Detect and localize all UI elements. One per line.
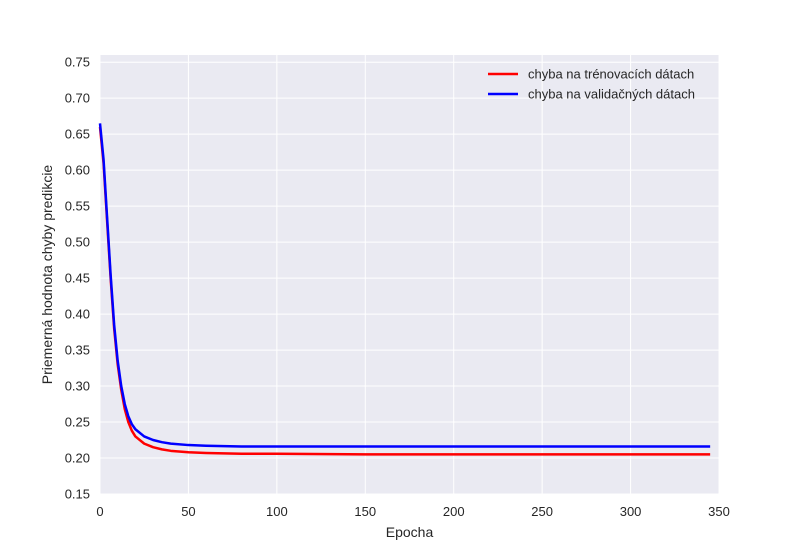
x-axis-label: Epocha [386,524,434,540]
legend: chyba na trénovacích dátach chyba na vali… [488,67,695,102]
y-tick-label: 0.55 [65,199,90,214]
y-tick-label: 0.70 [65,91,90,106]
plot-background [100,55,719,494]
x-tick-label: 50 [181,504,195,519]
y-tick-label: 0.45 [65,271,90,286]
x-tick-label: 250 [531,504,553,519]
y-tick-label: 0.65 [65,127,90,142]
series-line-validation [98,123,711,448]
x-tick-label: 200 [443,504,465,519]
series-lines [98,123,711,456]
y-tick-label: 0.50 [65,235,90,250]
y-tick-label: 0.25 [65,415,90,430]
x-tick-labels: 0 50 100 150 200 250 300 350 [96,504,729,519]
y-tick-label: 0.20 [65,451,90,466]
y-tick-label: 0.15 [65,487,90,502]
y-tick-label: 0.30 [65,379,90,394]
legend-label: chyba na trénovacích dátach [528,67,694,82]
y-tick-label: 0.40 [65,307,90,322]
x-tick-label: 150 [354,504,376,519]
y-axis-label: Priemerná hodnota chyby predikcie [39,165,55,385]
x-tick-label: 300 [620,504,642,519]
y-tick-label: 0.60 [65,163,90,178]
x-tick-label: 100 [266,504,288,519]
legend-label: chyba na validačných dátach [528,87,695,102]
x-tick-label: 350 [708,504,730,519]
grid-lines [99,55,720,495]
y-tick-label: 0.75 [65,55,90,70]
x-tick-label: 0 [96,504,103,519]
y-tick-labels: 0.15 0.20 0.25 0.30 0.35 0.40 0.45 0.50 0.55 0.60… [65,55,90,502]
y-tick-label: 0.35 [65,343,90,358]
